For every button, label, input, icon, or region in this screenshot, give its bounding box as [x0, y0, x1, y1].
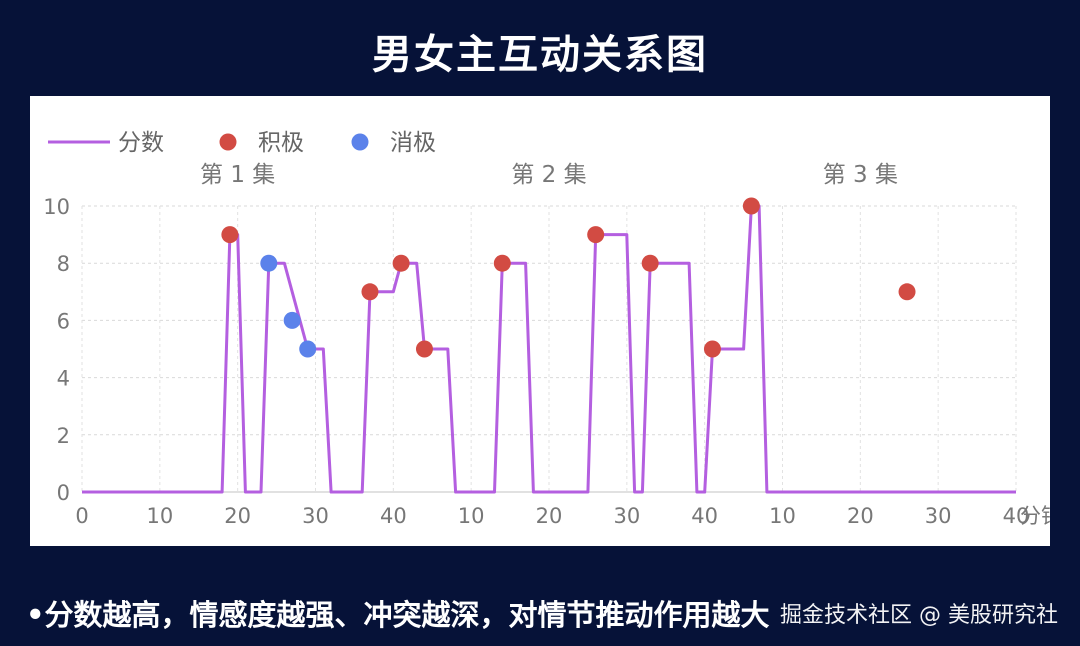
episode-label: 第 2 集: [511, 162, 586, 188]
y-tick-label: 2: [57, 424, 70, 448]
positive-point: [703, 340, 721, 358]
positive-point: [221, 226, 239, 244]
y-tick-label: 6: [57, 309, 70, 333]
footer-note: •分数越高，情感度越强、冲突越深，对情节推动作用越大: [26, 598, 770, 632]
interaction-chart: 0 2 4 6 8 10 第 1 集 0 10 20 30 40 第 2 集 10 20 30 40 第 3 集 1…: [43, 130, 1050, 528]
x-tick-label: 0: [75, 504, 88, 528]
positive-point: [361, 283, 379, 301]
positive-point: [392, 254, 410, 272]
x-tick-label: 30: [302, 504, 329, 528]
x-tick-label: 30: [925, 504, 952, 528]
x-tick-label: 20: [536, 504, 563, 528]
y-tick-label: 4: [57, 367, 70, 391]
y-tick-label: 0: [57, 481, 70, 505]
y-tick-label: 10: [43, 195, 70, 219]
episode-label: 第 3 集: [823, 162, 898, 188]
legend-label: 分数: [118, 130, 164, 156]
chart-panel: 0 2 4 6 8 10 第 1 集 0 10 20 30 40 第 2 集 10 20 30 40 第 3 集 1…: [30, 96, 1050, 546]
x-tick-label: 20: [224, 504, 251, 528]
x-tick-label: 30: [613, 504, 640, 528]
x-tick-label: 10: [769, 504, 796, 528]
y-tick-label: 8: [57, 252, 70, 276]
x-tick-label: 40: [1003, 504, 1030, 528]
positive-point: [898, 283, 916, 301]
legend-dot-swatch: [219, 133, 237, 151]
positive-point: [415, 340, 433, 358]
x-tick-label: 40: [380, 504, 407, 528]
legend-label: 消极: [390, 130, 436, 156]
positive-point: [493, 254, 511, 272]
x-axis-label: 分钟: [1020, 504, 1050, 528]
x-tick-label: 10: [458, 504, 485, 528]
positive-point: [742, 197, 760, 215]
positive-point: [587, 226, 605, 244]
negative-point: [260, 254, 278, 272]
x-tick-label: 40: [691, 504, 718, 528]
negative-point: [283, 311, 301, 329]
watermark: 掘金技术社区 @ 美股研究社: [780, 603, 1058, 628]
legend-dot-swatch: [351, 133, 369, 151]
legend-label: 积极: [258, 130, 304, 156]
x-tick-label: 10: [146, 504, 173, 528]
positive-point: [641, 254, 659, 272]
x-tick-label: 20: [847, 504, 874, 528]
chart-title: 男女主互动关系图: [372, 32, 708, 78]
negative-point: [299, 340, 317, 358]
episode-label: 第 1 集: [200, 162, 275, 188]
